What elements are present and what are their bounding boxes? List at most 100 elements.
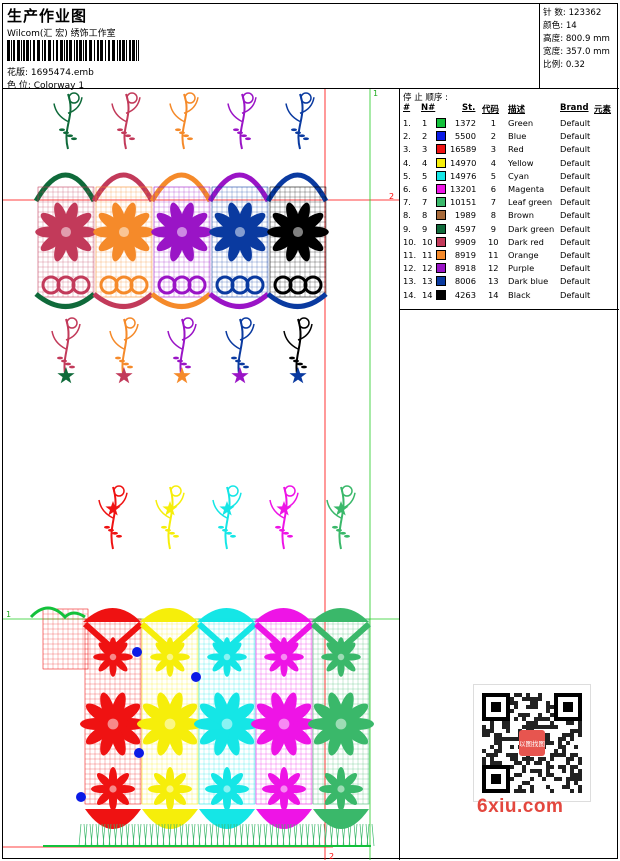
table-row: 13. 13 8006 13 Dark blue Default	[400, 275, 619, 288]
row-code: 6	[490, 184, 496, 194]
table-row: 6. 6 13201 6 Magenta Default	[400, 183, 619, 196]
row-needle: 7	[422, 197, 428, 208]
row-stitches: 14976	[450, 170, 477, 181]
watermark-logo: 6xiu.com	[477, 796, 564, 817]
row-description: Dark red	[508, 236, 544, 247]
row-brand: Default	[560, 118, 591, 128]
row-needle: 5	[422, 170, 428, 181]
row-stitches: 5500	[454, 131, 476, 142]
row-stitches: 8919	[454, 250, 476, 260]
spec-panel: 针 数: 123362 颜色: 14 高度: 800.9 mm 宽度: 357.…	[540, 4, 619, 89]
company-name: Wilcom(汇 宏) 绣饰工作室	[7, 29, 116, 39]
table-row: 8. 8 1989 8 Brown Default	[400, 209, 619, 222]
row-brand: Default	[560, 263, 591, 274]
stop-sequence-title: 停 止 顺序 :	[403, 93, 448, 103]
row-needle: 1	[422, 118, 428, 128]
guide-marker-1-top: 1	[373, 89, 378, 98]
row-brand: Default	[560, 276, 591, 287]
row-needle: 8	[422, 210, 428, 221]
row-description: Yellow	[508, 157, 534, 168]
table-row: 4. 4 14970 4 Yellow Default	[400, 157, 619, 170]
qr-badge-text: 以图找图	[519, 739, 545, 748]
sheet-title: 生产作业图	[7, 7, 88, 25]
row-needle: 3	[422, 144, 428, 155]
color-swatch	[436, 289, 446, 300]
table-row: 12. 12 8918 12 Purple Default	[400, 262, 619, 275]
row-stitches: 9909	[454, 236, 476, 247]
color-swatch	[436, 170, 446, 181]
embroidery-artwork: 1 2 1 2	[3, 89, 399, 860]
row-index: 13.	[403, 276, 417, 287]
table-header: # N# St. 代码 描述 Brand 元素	[400, 103, 619, 115]
row-code: 8	[490, 210, 496, 221]
row-index: 6.	[403, 184, 411, 194]
spec-height: 高度: 800.9 mm	[543, 34, 610, 44]
row-code: 10	[488, 236, 499, 247]
row-code: 7	[490, 197, 496, 208]
colorway-label: 色 位: Colorway 1	[7, 81, 85, 91]
row-needle: 4	[422, 157, 428, 168]
row-code: 13	[488, 276, 499, 287]
col-element: 元素	[594, 105, 612, 115]
row-brand: Default	[560, 144, 591, 155]
spec-width: 宽度: 357.0 mm	[543, 47, 610, 57]
row-description: Cyan	[508, 170, 530, 181]
row-index: 4.	[403, 157, 411, 168]
col-needle: N#	[421, 103, 436, 113]
row-needle: 10	[422, 236, 433, 247]
row-description: Dark green	[508, 223, 555, 234]
row-stitches: 16589	[450, 144, 477, 155]
row-stitches: 4597	[454, 223, 476, 234]
row-code: 4	[490, 157, 496, 168]
spec-colors: 颜色: 14	[543, 21, 577, 31]
row-brand: Default	[560, 223, 591, 234]
row-stitches: 1372	[454, 118, 476, 128]
color-swatch	[436, 197, 446, 208]
row-brand: Default	[560, 197, 591, 208]
row-stitches: 14970	[450, 157, 477, 168]
row-needle: 9	[422, 223, 428, 234]
row-needle: 11	[422, 250, 433, 260]
spec-stitches: 针 数: 123362	[543, 8, 602, 18]
row-stitches: 4263	[454, 289, 476, 300]
row-brand: Default	[560, 131, 591, 142]
row-code: 14	[488, 289, 499, 300]
row-brand: Default	[560, 157, 591, 168]
row-stitches: 13201	[450, 184, 477, 194]
production-sheet: 生产作业图 Wilcom(汇 宏) 绣饰工作室 花版: 1695474.emb …	[2, 3, 619, 860]
row-description: Magenta	[508, 184, 545, 194]
color-swatch	[436, 118, 446, 128]
row-index: 1.	[403, 118, 411, 128]
row-needle: 2	[422, 131, 428, 142]
row-brand: Default	[560, 184, 591, 194]
row-stitches: 8918	[454, 263, 476, 274]
row-description: Green	[508, 118, 534, 128]
row-stitches: 1989	[454, 210, 476, 221]
row-needle: 6	[422, 184, 428, 194]
color-swatch	[436, 263, 446, 274]
row-index: 11.	[403, 250, 417, 260]
guide-marker-1-left: 1	[6, 610, 11, 619]
col-index: #	[403, 103, 411, 113]
barcode	[7, 40, 139, 61]
spec-scale: 比例: 0.32	[543, 60, 585, 70]
row-code: 12	[488, 263, 499, 274]
header-info: 生产作业图 Wilcom(汇 宏) 绣饰工作室 花版: 1695474.emb …	[3, 4, 540, 91]
row-description: Purple	[508, 263, 535, 274]
col-stitches: St.	[462, 103, 476, 113]
col-code: 代码	[482, 105, 500, 115]
color-swatch	[436, 184, 446, 194]
design-file-label: 花版: 1695474.emb	[7, 68, 94, 78]
row-index: 3.	[403, 144, 411, 155]
stop-sequence-table: 停 止 顺序 : # N# St. 代码 描述 Brand 元素 1. 1 1372…	[400, 89, 619, 310]
row-brand: Default	[560, 170, 591, 181]
row-brand: Default	[560, 250, 591, 260]
row-stitches: 8006	[454, 276, 476, 287]
row-code: 3	[490, 144, 496, 155]
table-row: 9. 9 4597 9 Dark green Default	[400, 223, 619, 236]
row-description: Leaf green	[508, 197, 553, 208]
row-description: Dark blue	[508, 276, 549, 287]
row-code: 1	[490, 118, 496, 128]
color-swatch	[436, 210, 446, 221]
row-description: Orange	[508, 250, 539, 260]
